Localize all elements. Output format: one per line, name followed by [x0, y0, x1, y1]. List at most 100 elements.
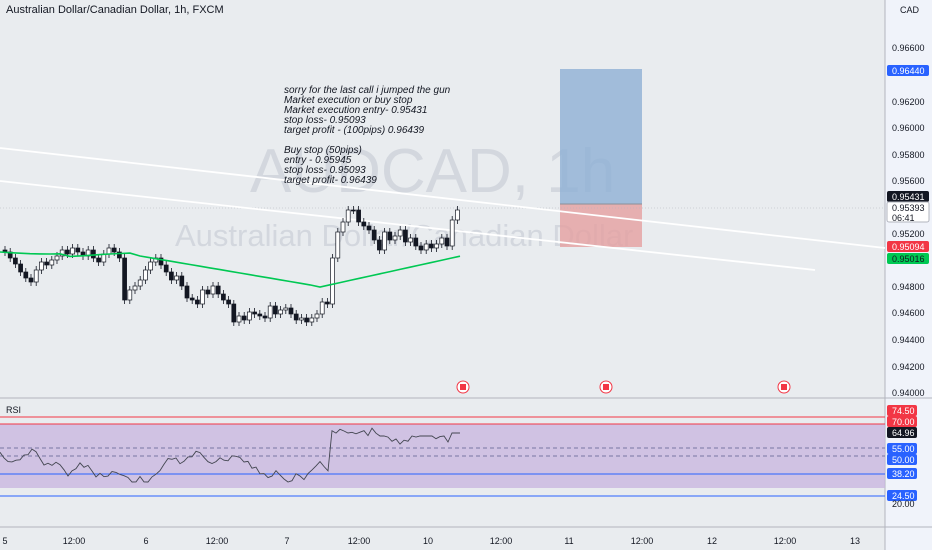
- candle: [164, 265, 168, 272]
- rsi-badge-text: 64.96: [892, 428, 915, 438]
- candle: [91, 250, 95, 258]
- candle: [414, 238, 418, 246]
- candle: [279, 310, 283, 314]
- candle: [107, 248, 111, 254]
- candle: [341, 222, 345, 232]
- stop-zone[interactable]: [560, 204, 642, 247]
- candle: [393, 236, 397, 240]
- candle: [284, 308, 288, 310]
- price-axis-bg: [885, 0, 932, 550]
- candle: [185, 286, 189, 298]
- rsi-tick-20: 20.00: [892, 499, 915, 509]
- candle: [24, 272, 28, 278]
- rsi-badge: 55.00: [887, 443, 917, 454]
- rsi-badge-text: 74.50: [892, 406, 915, 416]
- candle: [133, 286, 137, 290]
- time-tick-label: 7: [284, 536, 289, 546]
- candle: [13, 258, 17, 264]
- candle: [128, 290, 132, 300]
- candle: [65, 250, 69, 254]
- price-badge: 0.9539306:41: [887, 202, 929, 223]
- candle: [221, 294, 225, 300]
- rsi-badge: 70.00: [887, 416, 917, 427]
- trade-note[interactable]: sorry for the last call i jumped the gun…: [284, 86, 450, 186]
- candle: [195, 300, 199, 304]
- price-tick-label: 0.94600: [892, 308, 925, 318]
- candle: [294, 314, 298, 320]
- candle: [112, 248, 116, 252]
- time-tick-label: 12:00: [63, 536, 86, 546]
- time-tick-label: 5: [2, 536, 7, 546]
- event-flag[interactable]: [600, 381, 612, 393]
- price-badge-text: 0.95393: [892, 203, 925, 213]
- candle: [190, 298, 194, 300]
- rsi-badge-text: 38.20: [892, 469, 915, 479]
- rsi-badge-text: 55.00: [892, 444, 915, 454]
- candle: [445, 238, 449, 246]
- rsi-badge: 74.50: [887, 405, 917, 416]
- price-badge: 0.96440: [887, 65, 929, 76]
- note-line: target profit - (100pips) 0.96439: [284, 126, 450, 136]
- candle: [76, 248, 80, 252]
- price-tick-label: 0.94200: [892, 362, 925, 372]
- candle: [19, 264, 23, 272]
- candle: [331, 258, 335, 304]
- rsi-badge-text: 70.00: [892, 417, 915, 427]
- candle: [299, 318, 303, 320]
- event-flag[interactable]: [778, 381, 790, 393]
- rsi-badge: 38.20: [887, 468, 917, 479]
- time-tick-label: 11: [564, 536, 573, 546]
- price-badge-text: 0.95094: [892, 242, 925, 252]
- candle: [372, 230, 376, 240]
- time-tick-label: 12:00: [631, 536, 654, 546]
- candle: [336, 232, 340, 258]
- time-tick-label: 10: [423, 536, 433, 546]
- candle: [310, 318, 314, 322]
- price-tick-label: 0.96600: [892, 43, 925, 53]
- candle: [138, 280, 142, 286]
- note-line: target profit- 0.96439: [284, 176, 450, 186]
- candle: [263, 316, 267, 318]
- price-tick-label: 0.95800: [892, 150, 925, 160]
- rsi-indicator-label[interactable]: RSI: [6, 405, 21, 415]
- candle: [320, 302, 324, 314]
- price-badge: 0.95016: [887, 253, 929, 264]
- candle: [440, 238, 444, 244]
- candle: [346, 210, 350, 222]
- price-badge-text: 0.96440: [892, 66, 925, 76]
- price-badge: 0.95431: [887, 191, 929, 202]
- candle: [253, 312, 257, 314]
- candle: [242, 316, 246, 320]
- candle: [289, 308, 293, 314]
- price-badge-text: 0.95016: [892, 254, 925, 264]
- candle: [97, 258, 101, 262]
- price-tick-label: 0.95600: [892, 176, 925, 186]
- candle: [388, 232, 392, 240]
- candle: [169, 272, 173, 280]
- candle: [227, 300, 231, 304]
- rsi-badge: 50.00: [887, 454, 917, 465]
- candle: [403, 230, 407, 242]
- candle: [435, 244, 439, 248]
- currency-label: CAD: [900, 5, 920, 15]
- target-zone[interactable]: [560, 69, 642, 204]
- price-tick-label: 0.96000: [892, 123, 925, 133]
- time-tick-label: 12: [707, 536, 717, 546]
- time-tick-label: 12:00: [774, 536, 797, 546]
- event-flag[interactable]: [457, 381, 469, 393]
- rsi-badge-text: 50.00: [892, 455, 915, 465]
- time-tick-label: 13: [850, 536, 860, 546]
- candle: [237, 316, 241, 322]
- price-tick-label: 0.96200: [892, 97, 925, 107]
- price-badge-countdown: 06:41: [892, 213, 915, 223]
- symbol-title[interactable]: Australian Dollar/Canadian Dollar, 1h, F…: [6, 4, 224, 16]
- candle: [398, 230, 402, 236]
- candle: [201, 290, 205, 304]
- candle: [34, 270, 38, 282]
- candle: [362, 222, 366, 226]
- candle: [211, 286, 215, 294]
- candle: [419, 246, 423, 250]
- candle: [273, 306, 277, 314]
- candle: [424, 244, 428, 250]
